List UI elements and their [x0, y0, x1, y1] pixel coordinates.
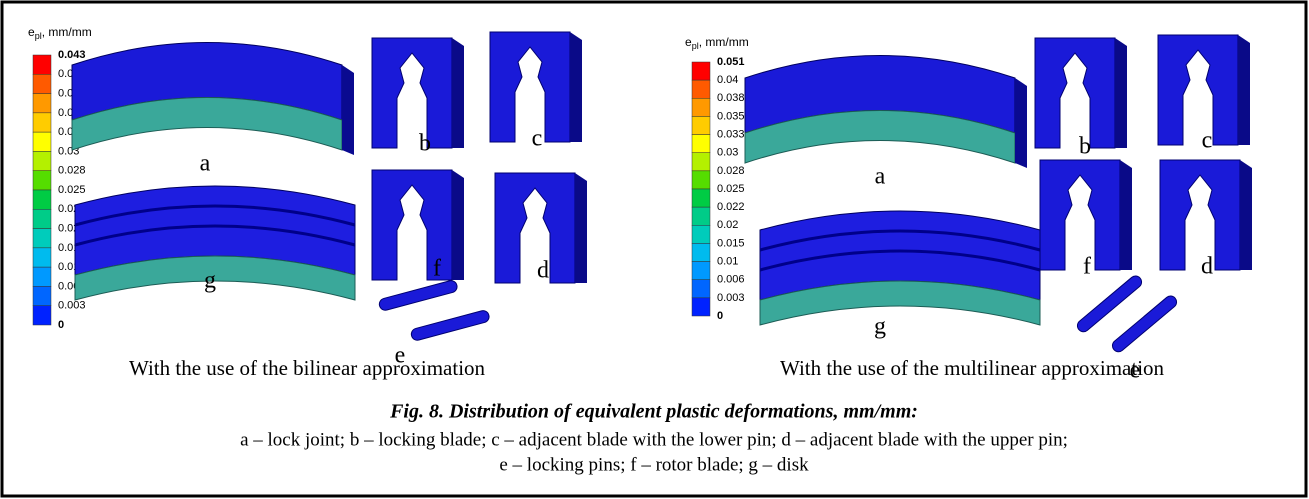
legend-label: 0.02	[717, 219, 738, 231]
shape-b	[1035, 38, 1127, 148]
shape-b	[372, 38, 464, 148]
legend-label: 0.038	[717, 92, 745, 104]
legend-swatch	[33, 132, 51, 151]
part-label: c	[1202, 128, 1213, 154]
figure-description: a – lock joint; b – locking blade; c – a…	[240, 429, 1068, 450]
legend-title: epl, mm/mm	[28, 25, 92, 41]
shape-a	[745, 56, 1027, 169]
legend-label: 0.025	[58, 184, 86, 196]
legend-swatch	[692, 225, 710, 243]
legend-label: 0.015	[717, 237, 745, 249]
legend-swatch	[692, 189, 710, 207]
part-label: a	[875, 164, 886, 190]
legend-swatch	[33, 55, 51, 74]
part-label: d	[537, 258, 549, 284]
part-label: b	[419, 131, 431, 157]
legend-label: 0.025	[717, 183, 745, 195]
legend-label: 0	[717, 310, 723, 322]
legend-label: 0.04	[717, 74, 738, 86]
legend-label: 0.043	[58, 49, 86, 61]
legend-swatch	[692, 280, 710, 298]
legend-label: 0.051	[717, 56, 745, 68]
legend-swatch	[692, 153, 710, 171]
part-label: d	[1201, 254, 1213, 280]
shape-g	[760, 211, 1040, 325]
legend-swatch	[33, 229, 51, 248]
part-label: a	[200, 151, 211, 177]
figure-description: e – locking pins; f – rotor blade; g – d…	[499, 454, 809, 475]
legend-label: 0.028	[58, 165, 86, 177]
legend-swatch	[33, 113, 51, 132]
legend-swatch	[692, 62, 710, 80]
shape-pin	[378, 279, 458, 311]
legend-swatch	[33, 94, 51, 113]
part-label: g	[874, 314, 886, 340]
legend-label: 0.03	[717, 147, 738, 159]
legend-label: 0.003	[58, 300, 86, 312]
legend-swatch	[692, 207, 710, 225]
legend-label: 0.035	[717, 110, 745, 122]
panel-left: epl, mm/mm 0.0430.040.0380.0350.0330.030…	[28, 25, 587, 380]
legend-swatch	[692, 262, 710, 280]
legend-swatch	[33, 209, 51, 228]
legend-swatch	[33, 306, 51, 325]
panel-caption: With the use of the bilinear approximati…	[129, 356, 486, 380]
legend-swatch	[692, 80, 710, 98]
legend-label: 0.006	[717, 274, 745, 286]
legend-swatch	[692, 116, 710, 134]
legend-label: 0.022	[717, 201, 745, 213]
legend-title: epl, mm/mm	[685, 35, 749, 51]
figure-caption: Fig. 8. Distribution of equivalent plast…	[389, 401, 918, 423]
legend-swatch	[33, 171, 51, 190]
shape-pin	[410, 309, 490, 341]
legend-swatch	[33, 151, 51, 170]
legend-swatch	[692, 298, 710, 316]
shape-f	[372, 170, 464, 280]
figure: epl, mm/mm 0.0430.040.0380.0350.0330.030…	[0, 0, 1309, 499]
part-label: f	[433, 256, 441, 282]
legend-swatch	[33, 248, 51, 267]
legend-swatch	[33, 286, 51, 305]
legend-swatch	[33, 190, 51, 209]
part-label: f	[1083, 254, 1091, 280]
legend-label: 0	[58, 319, 64, 331]
legend-label: 0.003	[717, 292, 745, 304]
panel-right: epl, mm/mm 0.0510.040.0380.0350.0330.030…	[685, 35, 1252, 384]
legend-swatch	[692, 98, 710, 116]
legend-swatch	[692, 243, 710, 261]
part-label: g	[204, 268, 216, 294]
shape-a	[72, 43, 354, 156]
part-label: c	[532, 126, 543, 152]
part-label: b	[1079, 134, 1091, 160]
legend-label: 0.028	[717, 165, 745, 177]
legend-label: 0.01	[717, 255, 738, 267]
legend: 0.051 0.04 0.038 0.035 0.033 0.03 0.028 0.025 0.…	[692, 56, 745, 322]
legend-swatch	[33, 267, 51, 286]
legend-swatch	[33, 74, 51, 93]
legend-label: 0.033	[717, 128, 745, 140]
legend-swatch	[692, 171, 710, 189]
legend-swatch	[692, 135, 710, 153]
panel-caption: With the use of the multilinear approxim…	[780, 356, 1165, 380]
